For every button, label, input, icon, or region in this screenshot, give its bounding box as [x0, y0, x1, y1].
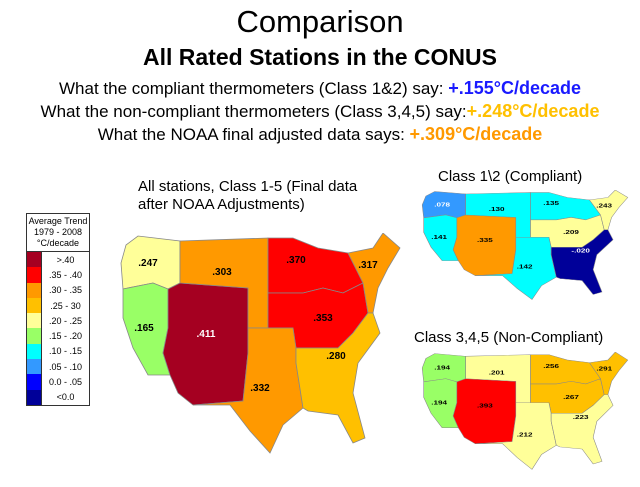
- legend-label: .30 - .35: [48, 285, 83, 296]
- region-ne: [347, 233, 401, 314]
- legend-label: .05 - .10: [48, 361, 83, 372]
- compliant-map: .078 .141 .335 .130 .135 .209 .243 .142 -.020: [421, 190, 629, 300]
- region-value-plains: .130: [489, 207, 505, 213]
- region-value-sw: .335: [477, 238, 493, 244]
- slide-subtitle: All Rated Stations in the CONUS: [143, 44, 497, 70]
- legend-label: .15 - .20: [48, 331, 83, 342]
- region-value-umw: .256: [543, 364, 559, 370]
- noncompliant-map: .194 .194 .393 .201 .256 .267 .291 .212 .223: [421, 352, 629, 470]
- line-text: What the non-compliant thermometers (Cla…: [40, 102, 467, 121]
- region-sw: [162, 282, 249, 406]
- legend-label: .10 - .15: [48, 346, 83, 357]
- region-value-ne: .291: [596, 367, 612, 373]
- legend-item: .15 - .20: [27, 328, 89, 344]
- slide-title: Comparison: [236, 4, 404, 39]
- region-umw: [267, 237, 364, 294]
- legend-label: .20 - .25: [48, 315, 83, 326]
- region-value-south: .142: [517, 265, 533, 271]
- region-se: [550, 229, 614, 295]
- legend-swatch: [27, 389, 42, 405]
- legend-item: .10 - .15: [27, 343, 89, 360]
- region-value-nw: .194: [434, 365, 450, 371]
- legend-label: <0.0: [56, 392, 75, 403]
- region-value-se: .280: [326, 351, 346, 362]
- region-value-ohio: .267: [563, 395, 579, 401]
- legend-swatch: [27, 374, 42, 390]
- legend-swatch: [27, 328, 42, 344]
- region-value-ohio: .209: [563, 230, 579, 236]
- legend-item: >.40: [27, 252, 89, 268]
- legend-swatch: [27, 252, 42, 268]
- region-ne: [589, 190, 629, 231]
- compliant-map-title: Class 1\2 (Compliant): [438, 168, 583, 185]
- region-value-sw: .393: [477, 403, 493, 409]
- region-value-umw: .135: [543, 201, 559, 207]
- legend-header: Average Trend 1979 - 2008 °C/decade: [27, 214, 89, 252]
- region-umw: [530, 354, 601, 385]
- region-value-nw: .078: [434, 202, 450, 208]
- region-ne: [589, 352, 629, 395]
- region-se: [550, 394, 614, 465]
- noncompliant-line: What the non-compliant thermometers (Cla…: [0, 101, 640, 122]
- noaa-line: What the NOAA final adjusted data says: …: [0, 124, 640, 145]
- line-text: What the compliant thermometers (Class 1…: [58, 79, 449, 98]
- legend-label: >.40: [56, 254, 75, 265]
- legend-swatch: [27, 297, 42, 314]
- region-value-south: .212: [517, 432, 533, 438]
- region-value-se: -.020: [571, 249, 590, 255]
- region-value-plains: .303: [212, 267, 232, 278]
- legend-label: 0.0 - .05: [48, 377, 83, 388]
- region-sw: [452, 378, 517, 444]
- line-value: +.309°C/decade: [409, 124, 543, 144]
- region-value-west: .194: [431, 400, 447, 406]
- region-value-umw: .370: [286, 255, 306, 266]
- line-value: +.248°C/decade: [466, 101, 600, 121]
- legend-item: .30 - .35: [27, 282, 89, 298]
- legend-item: .05 - .10: [27, 359, 89, 375]
- region-se: [295, 312, 381, 444]
- noncompliant-map-title: Class 3,4,5 (Non-Compliant): [414, 329, 604, 346]
- legend-swatch: [27, 267, 42, 283]
- legend-swatch: [27, 359, 42, 375]
- compliant-line: What the compliant thermometers (Class 1…: [0, 78, 640, 99]
- region-value-ne: .243: [596, 203, 612, 209]
- region-value-ne: .317: [358, 260, 378, 271]
- region-value-ohio: .353: [313, 313, 333, 324]
- legend-item: <0.0: [27, 389, 89, 405]
- legend-item: .25 - 30: [27, 297, 89, 314]
- region-value-south: .332: [250, 383, 270, 394]
- region-value-west: .165: [134, 323, 154, 334]
- region-umw: [530, 192, 601, 221]
- legend: Average Trend 1979 - 2008 °C/decade >.40 .3…: [26, 213, 90, 406]
- legend-swatch: [27, 282, 42, 298]
- legend-swatch: [27, 313, 42, 329]
- legend-item: .20 - .25: [27, 313, 89, 329]
- region-value-plains: .201: [489, 370, 505, 376]
- legend-swatch: [27, 343, 42, 360]
- legend-item: 0.0 - .05: [27, 374, 89, 390]
- region-value-sw: .411: [197, 329, 216, 340]
- main-map: .247 .165 .411 .303 .370 .353 .317 .332 .280: [120, 233, 401, 454]
- line-value: +.155°C/decade: [448, 78, 582, 98]
- legend-item: .35 - .40: [27, 267, 89, 283]
- legend-label: .25 - 30: [50, 300, 81, 311]
- main-map-title: All stations, Class 1-5 (Final data afte…: [138, 178, 358, 213]
- line-text: What the NOAA final adjusted data says:: [97, 125, 410, 144]
- region-value-west: .141: [431, 235, 447, 241]
- region-value-nw: .247: [138, 258, 158, 269]
- region-value-se: .223: [573, 415, 589, 421]
- region-sw: [452, 214, 517, 276]
- legend-label: .35 - .40: [48, 269, 83, 280]
